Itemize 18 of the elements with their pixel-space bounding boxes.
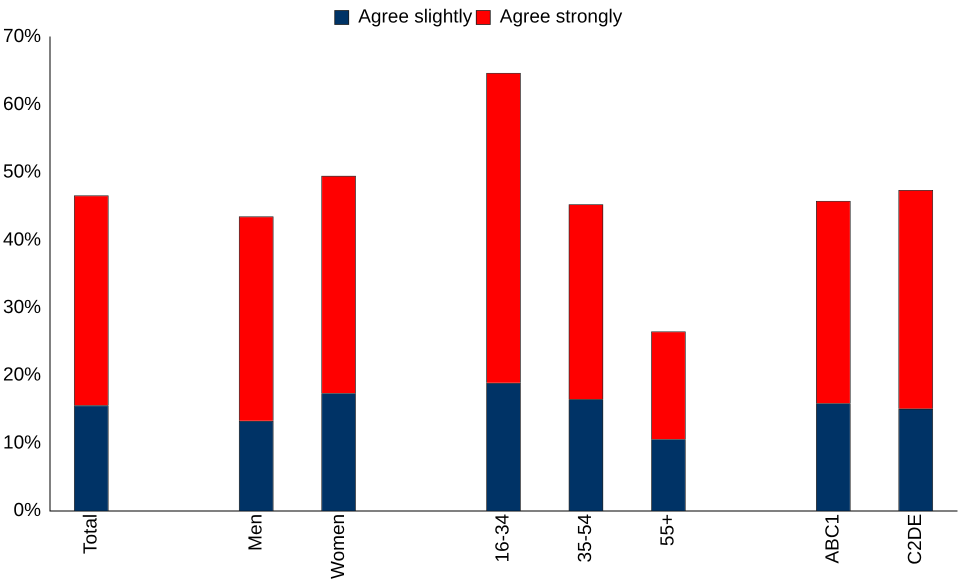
x-tick-label: 55+ <box>658 514 679 546</box>
x-tick-label: Women <box>328 514 349 580</box>
x-tick-label: 16-34 <box>492 513 514 562</box>
y-tick-label: 60% <box>2 94 42 115</box>
x-tick-label: Total <box>80 514 102 554</box>
x-tick-label: C2DE <box>905 514 926 565</box>
x-tick-label: 35-54 <box>575 513 596 562</box>
y-tick-label: 20% <box>2 364 42 386</box>
legend-label: Agree strongly <box>500 6 623 28</box>
y-tick-label: 10% <box>2 432 42 454</box>
y-tick-label: 30% <box>2 297 42 318</box>
legend-label: Agree slightly <box>358 6 473 28</box>
x-tick-label: ABC1 <box>822 514 844 564</box>
y-tick-label: 50% <box>2 162 42 183</box>
x-tick-label: Men <box>245 514 266 551</box>
y-tick-label: 70% <box>2 26 42 48</box>
y-tick-label: 40% <box>2 229 42 250</box>
y-tick-label: 0% <box>14 500 42 522</box>
